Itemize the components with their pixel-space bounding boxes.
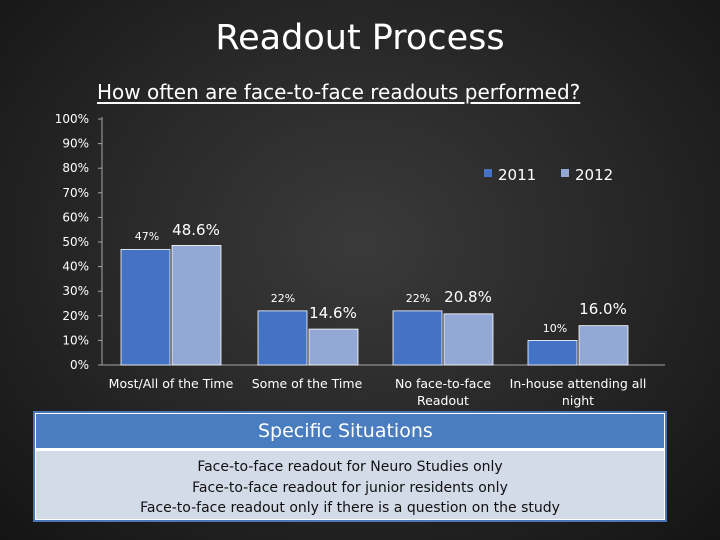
x-category-label: night xyxy=(562,393,594,408)
y-tick-label: 60% xyxy=(62,210,89,224)
data-label-2011: 22% xyxy=(271,292,295,305)
y-tick-label: 90% xyxy=(62,137,89,151)
situation-item: Face-to-face readout for junior resident… xyxy=(192,479,508,496)
slide-title: Readout Process xyxy=(215,18,505,58)
bar-2012 xyxy=(308,328,359,366)
y-tick-label: 10% xyxy=(62,333,89,347)
bar-2012 xyxy=(171,245,222,366)
legend-label-2012: 2012 xyxy=(575,166,613,184)
situation-item: Face-to-face readout for Neuro Studies o… xyxy=(197,459,503,475)
x-category-label: Some of the Time xyxy=(252,376,363,391)
bar-2012 xyxy=(443,313,494,366)
y-tick-label: 40% xyxy=(62,260,89,274)
data-label-2012: 20.8% xyxy=(444,288,492,306)
y-tick-label: 20% xyxy=(62,309,89,323)
y-tick-label: 70% xyxy=(62,186,89,200)
x-category-label: Most/All of the Time xyxy=(109,376,234,391)
x-category-label: Readout xyxy=(417,393,469,408)
legend-swatch-2011 xyxy=(484,169,492,177)
x-category-label: No face-to-face xyxy=(395,376,491,391)
data-label-2012: 16.0% xyxy=(579,300,627,318)
x-category-label: In-house attending all xyxy=(510,376,647,391)
y-tick-label: 80% xyxy=(62,161,89,175)
bar-2011 xyxy=(120,248,171,366)
y-tick-label: 100% xyxy=(55,112,89,126)
y-tick-label: 30% xyxy=(62,284,89,298)
bar-2011 xyxy=(527,339,578,366)
bar-2011 xyxy=(392,310,443,366)
situations-panel: Specific Situations Face-to-face readout… xyxy=(33,411,667,522)
bar-chart: 0% 10% 20% 30% 40% 50% 60% 70% 80% 90% 100% 47% 22% 2… xyxy=(55,112,665,408)
situations-header: Specific Situations xyxy=(36,414,664,448)
y-tick-label: 0% xyxy=(70,358,89,372)
situation-item: Face-to-face readout only if there is a … xyxy=(140,500,560,516)
legend-label-2011: 2011 xyxy=(498,166,536,184)
situations-list: Face-to-face readout for Neuro Studies o… xyxy=(36,451,664,519)
y-tick-label: 50% xyxy=(62,235,89,249)
data-label-2011: 47% xyxy=(135,230,159,243)
data-label-2011: 10% xyxy=(543,322,567,335)
legend-swatch-2012 xyxy=(561,169,569,177)
bar-2011 xyxy=(257,310,308,366)
data-label-2011: 22% xyxy=(406,292,430,305)
bar-2012 xyxy=(578,325,629,366)
data-label-2012: 14.6% xyxy=(309,304,357,322)
data-label-2012: 48.6% xyxy=(172,221,220,239)
chart-title: How often are face-to-face readouts perf… xyxy=(97,80,581,104)
